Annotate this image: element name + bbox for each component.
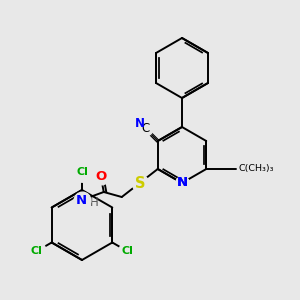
Text: O: O	[95, 169, 106, 182]
Text: N: N	[135, 117, 145, 130]
Text: H: H	[89, 196, 98, 208]
Text: Cl: Cl	[122, 247, 134, 256]
Text: N: N	[176, 176, 188, 190]
Text: S: S	[134, 176, 145, 190]
Text: Cl: Cl	[30, 247, 42, 256]
Text: C: C	[141, 122, 149, 135]
Text: Cl: Cl	[76, 167, 88, 177]
Text: C(CH₃)₃: C(CH₃)₃	[238, 164, 274, 173]
Text: N: N	[76, 194, 87, 206]
Text: N: N	[176, 176, 188, 190]
